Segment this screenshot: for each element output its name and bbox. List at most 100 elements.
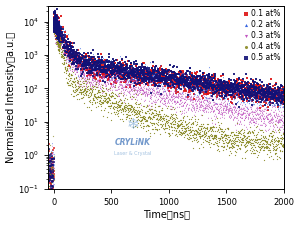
0.1 at%: [175, 85, 179, 89]
0.4 at%: [241, 135, 246, 138]
0.1 at%: [140, 61, 145, 64]
0.5 at%: [163, 76, 168, 79]
0.2 at%: [274, 93, 279, 96]
0.5 at%: [56, 20, 61, 24]
0.2 at%: [189, 80, 194, 83]
0.5 at%: [220, 90, 225, 93]
0.5 at%: [54, 23, 59, 27]
0.3 at%: [88, 72, 93, 76]
0.3 at%: [125, 91, 130, 94]
0.2 at%: [103, 65, 108, 69]
0.2 at%: [281, 104, 286, 108]
0.1 at%: [54, 22, 59, 25]
0.5 at%: [93, 66, 98, 70]
0.4 at%: [117, 103, 122, 107]
0.5 at%: [279, 95, 283, 99]
0.2 at%: [55, 28, 60, 32]
Point: [47, 157, 52, 160]
0.4 at%: [87, 86, 92, 90]
0.5 at%: [93, 65, 98, 68]
0.1 at%: [73, 59, 78, 63]
0.4 at%: [197, 146, 202, 150]
0.5 at%: [178, 81, 182, 84]
0.4 at%: [54, 27, 59, 30]
0.1 at%: [133, 80, 137, 84]
0.2 at%: [224, 95, 229, 99]
0.4 at%: [253, 145, 257, 148]
0.2 at%: [110, 64, 115, 68]
0.4 at%: [145, 124, 149, 127]
0.3 at%: [270, 122, 275, 125]
0.1 at%: [85, 75, 89, 78]
0.3 at%: [206, 106, 211, 109]
0.5 at%: [240, 86, 245, 89]
0.4 at%: [147, 116, 152, 119]
0.3 at%: [71, 62, 76, 65]
0.4 at%: [224, 134, 229, 137]
0.1 at%: [72, 52, 77, 56]
0.5 at%: [219, 81, 224, 84]
0.3 at%: [232, 115, 237, 119]
0.5 at%: [155, 76, 160, 80]
0.4 at%: [93, 87, 98, 91]
0.5 at%: [64, 47, 69, 50]
0.3 at%: [241, 106, 246, 110]
0.3 at%: [173, 92, 178, 96]
0.3 at%: [56, 28, 61, 31]
0.3 at%: [171, 92, 176, 96]
0.2 at%: [257, 100, 262, 104]
0.1 at%: [52, 18, 57, 22]
0.2 at%: [116, 61, 120, 64]
0.2 at%: [228, 88, 233, 91]
0.1 at%: [216, 89, 220, 93]
0.5 at%: [178, 76, 183, 79]
0.3 at%: [82, 66, 87, 69]
0.3 at%: [95, 78, 100, 82]
0.2 at%: [52, 22, 57, 26]
0.4 at%: [267, 142, 272, 145]
0.2 at%: [53, 14, 58, 18]
0.5 at%: [67, 53, 72, 56]
0.1 at%: [234, 85, 239, 88]
0.4 at%: [95, 101, 100, 104]
0.4 at%: [54, 32, 59, 36]
0.2 at%: [148, 82, 153, 86]
0.5 at%: [264, 91, 269, 94]
0.3 at%: [165, 95, 170, 99]
0.3 at%: [157, 94, 161, 98]
0.1 at%: [184, 89, 189, 92]
0.1 at%: [249, 89, 254, 93]
0.5 at%: [208, 82, 213, 86]
Point: [50, 175, 55, 178]
0.2 at%: [112, 65, 116, 69]
0.2 at%: [124, 68, 129, 71]
0.3 at%: [60, 39, 65, 42]
0.1 at%: [103, 68, 108, 72]
0.3 at%: [113, 80, 118, 83]
Point: [48, 156, 52, 160]
0.2 at%: [275, 99, 280, 103]
0.1 at%: [68, 55, 73, 59]
0.4 at%: [154, 127, 158, 130]
0.5 at%: [208, 84, 213, 88]
0.5 at%: [52, 22, 57, 26]
0.1 at%: [154, 64, 159, 68]
0.1 at%: [56, 34, 61, 37]
0.4 at%: [263, 135, 268, 139]
0.1 at%: [272, 97, 276, 101]
0.4 at%: [57, 44, 62, 48]
0.2 at%: [105, 64, 110, 68]
0.1 at%: [134, 65, 138, 68]
0.2 at%: [67, 51, 72, 54]
0.2 at%: [52, 14, 57, 17]
0.1 at%: [152, 68, 157, 72]
0.4 at%: [128, 95, 132, 99]
0.1 at%: [164, 79, 168, 83]
0.3 at%: [84, 76, 89, 79]
0.4 at%: [267, 150, 272, 153]
0.5 at%: [96, 61, 100, 65]
0.4 at%: [118, 97, 123, 101]
0.1 at%: [150, 78, 155, 82]
0.5 at%: [215, 86, 220, 89]
0.5 at%: [172, 78, 177, 82]
